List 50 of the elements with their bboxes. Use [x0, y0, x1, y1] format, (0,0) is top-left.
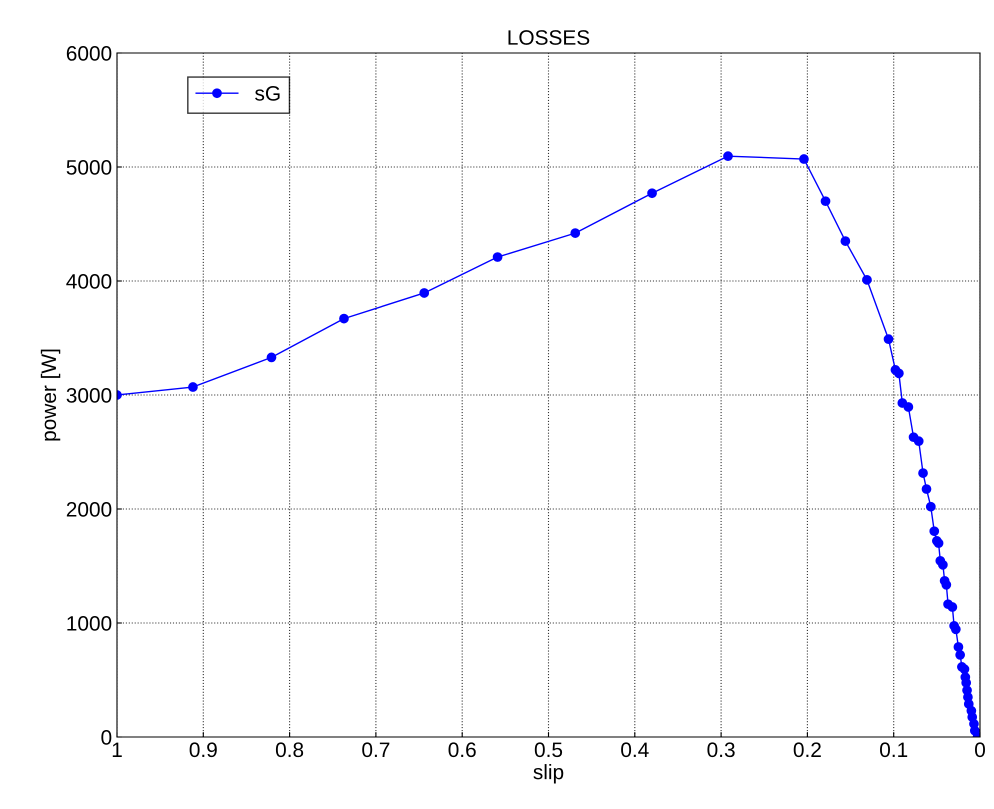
point: [884, 334, 894, 344]
point: [950, 624, 961, 634]
point: [922, 484, 932, 494]
point: [955, 650, 966, 660]
point: [926, 502, 936, 512]
point: [570, 228, 580, 238]
legend-label: sG: [255, 86, 280, 101]
point: [492, 252, 502, 262]
y-tick-label: 2000: [66, 502, 112, 517]
x-tick-label: 0.9: [190, 742, 217, 758]
point: [723, 151, 733, 162]
point: [960, 664, 970, 674]
x-tick-label: 0.8: [276, 742, 304, 758]
point: [904, 402, 914, 412]
point: [840, 236, 850, 246]
y-axis-title: power [W]: [40, 350, 60, 441]
point: [929, 526, 940, 536]
point: [954, 642, 964, 652]
x-tick-label: 0.7: [362, 742, 390, 758]
point: [862, 275, 872, 285]
x-tick-label: 0.4: [621, 742, 649, 758]
x-tick-label: 1: [112, 742, 122, 757]
point: [948, 602, 958, 612]
x-tick-label: 0.2: [794, 742, 821, 758]
chart-title: LOSSES: [508, 30, 590, 45]
point: [647, 188, 657, 198]
point: [799, 154, 809, 164]
point: [820, 196, 830, 206]
point: [938, 560, 948, 570]
point: [188, 382, 198, 392]
point: [339, 314, 349, 324]
y-tick-label: 5000: [66, 160, 112, 175]
point: [266, 352, 276, 362]
point: [914, 436, 924, 446]
x-axis-title: slip: [533, 764, 564, 784]
x-tick-label: 0.6: [448, 742, 476, 758]
point: [941, 580, 952, 590]
point: [894, 368, 904, 378]
y-tick-label: 3000: [66, 388, 112, 403]
y-tick-label: 6000: [66, 46, 112, 61]
y-tick-label: 1000: [67, 616, 112, 631]
point: [918, 468, 928, 478]
y-tick-label: 0: [101, 730, 112, 745]
point: [419, 288, 430, 298]
x-tick-label: 0: [975, 742, 985, 758]
x-tick-label: 0.1: [880, 742, 908, 758]
x-tick-label: 0.5: [534, 742, 562, 758]
y-tick-label: 4000: [66, 274, 112, 289]
x-tick-label: 0.3: [707, 742, 735, 758]
point: [934, 538, 944, 548]
